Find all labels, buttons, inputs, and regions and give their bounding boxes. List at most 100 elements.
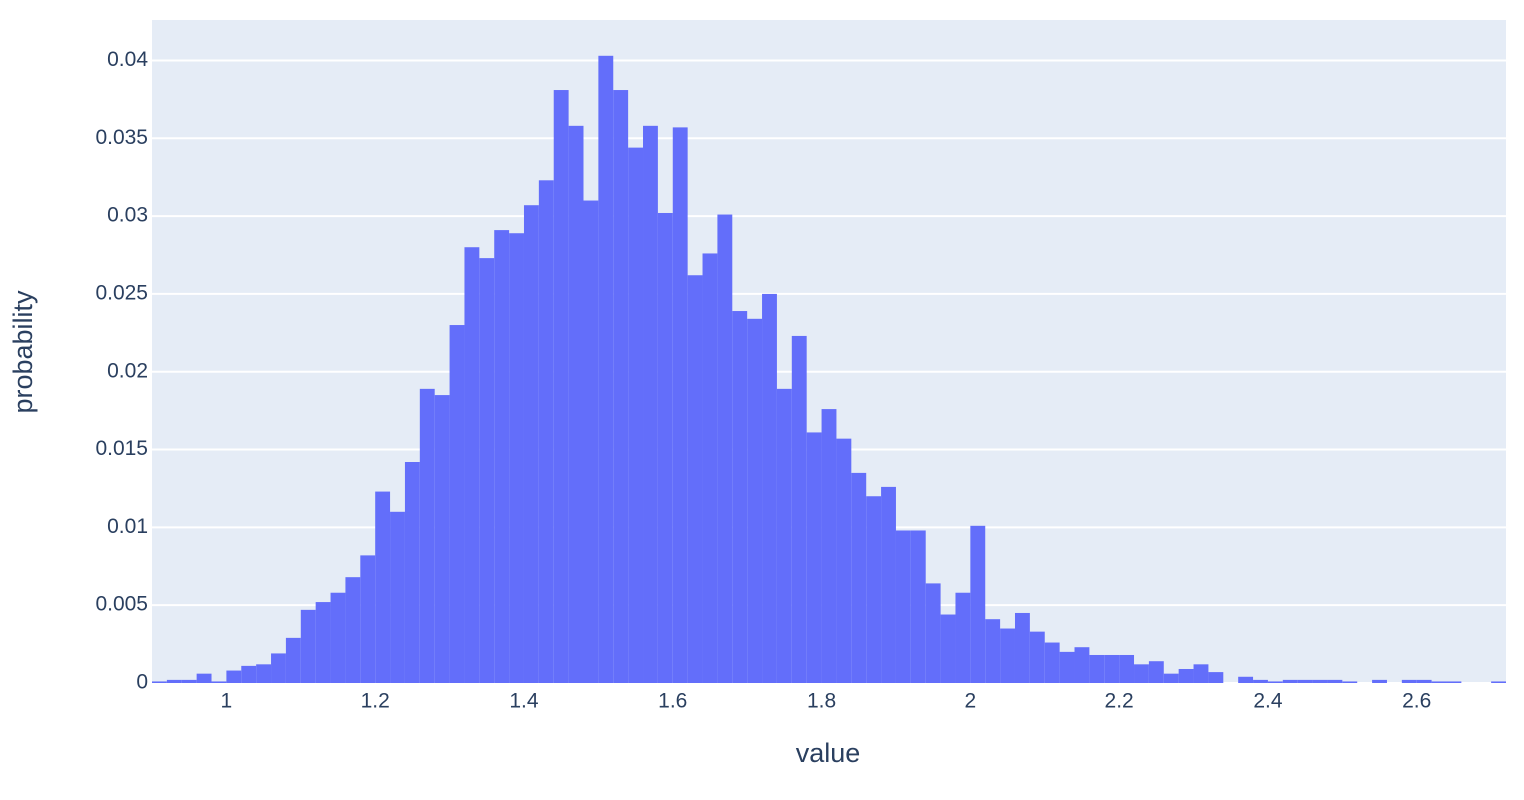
bar	[1253, 679, 1268, 683]
bar	[925, 583, 941, 683]
bar	[241, 665, 257, 683]
x-tick-label: 2	[965, 690, 977, 713]
bar	[702, 253, 718, 684]
bar	[419, 388, 435, 683]
bar	[1178, 668, 1194, 683]
bar	[1193, 664, 1209, 683]
bar	[583, 200, 599, 683]
y-tick-label: 0.01	[107, 515, 148, 538]
bar	[1148, 661, 1164, 683]
bar	[1044, 642, 1060, 683]
bar	[1014, 612, 1030, 683]
bar	[762, 293, 777, 683]
bar	[434, 395, 450, 683]
bar	[1238, 676, 1254, 683]
y-tick-label: 0.03	[107, 204, 148, 227]
x-tick-label: 1.2	[361, 690, 390, 713]
bar	[390, 511, 405, 683]
bar	[360, 555, 376, 683]
bar	[1282, 679, 1298, 683]
x-tick-label: 2.4	[1253, 690, 1283, 713]
y-axis-title: probability	[8, 290, 38, 414]
bar	[1000, 628, 1015, 683]
bar	[181, 679, 197, 683]
bar	[672, 127, 688, 683]
bar	[747, 318, 763, 683]
bar	[940, 614, 956, 683]
bar	[568, 125, 584, 683]
bar	[985, 619, 1001, 683]
bar	[1104, 654, 1120, 683]
bar	[196, 673, 212, 683]
bar	[806, 432, 822, 683]
y-tick-label: 0.035	[95, 126, 148, 149]
bar	[791, 335, 807, 683]
bar	[970, 525, 986, 683]
bar	[657, 212, 673, 684]
bar	[494, 230, 510, 683]
x-tick-label: 1	[221, 690, 233, 713]
bar	[166, 679, 182, 683]
bar	[1119, 654, 1135, 683]
bar	[271, 653, 286, 683]
bar	[449, 325, 465, 683]
bar	[315, 602, 331, 683]
bar	[464, 247, 480, 684]
bar	[910, 530, 926, 683]
bar	[1342, 681, 1358, 683]
bar	[643, 125, 658, 683]
y-tick-label: 0.02	[107, 359, 148, 382]
bar	[300, 609, 316, 683]
bar	[1491, 681, 1506, 683]
bar	[345, 577, 361, 683]
bar	[211, 681, 227, 683]
bar	[881, 486, 896, 683]
bar	[732, 311, 748, 683]
bar	[717, 214, 733, 684]
bar	[866, 496, 882, 683]
bar	[1312, 679, 1328, 683]
bar	[375, 491, 391, 683]
y-tick-label: 0.04	[107, 48, 148, 71]
bar	[836, 438, 852, 683]
bar	[1297, 679, 1313, 683]
y-tick-label: 0	[136, 671, 148, 694]
bar	[598, 55, 614, 683]
bar	[1134, 664, 1149, 683]
y-tick-label: 0.025	[95, 281, 148, 304]
bar	[523, 205, 539, 683]
bar	[895, 530, 911, 683]
bar	[776, 388, 792, 683]
bar	[1029, 631, 1045, 683]
y-tick-label: 0.005	[95, 593, 148, 616]
x-tick-label: 1.4	[509, 690, 539, 713]
bar	[821, 409, 837, 683]
bar	[1163, 673, 1179, 683]
bar	[285, 637, 301, 683]
bar	[404, 462, 420, 683]
bar	[687, 275, 703, 683]
bar	[1089, 654, 1105, 683]
bar	[509, 233, 524, 683]
bar	[256, 664, 272, 683]
bar	[1431, 681, 1447, 683]
bar	[1059, 651, 1075, 683]
y-tick-label: 0.015	[95, 437, 148, 460]
x-tick-label: 2.6	[1402, 690, 1431, 713]
bar	[152, 681, 167, 683]
bar	[955, 592, 971, 683]
bar	[1327, 679, 1343, 683]
bar	[628, 147, 644, 683]
bar	[1372, 679, 1387, 683]
bar	[1401, 679, 1417, 683]
bar	[538, 180, 554, 684]
bar	[1267, 681, 1283, 683]
bar	[613, 90, 629, 683]
bar	[1416, 679, 1432, 683]
bar	[1446, 681, 1462, 683]
bar	[330, 592, 346, 683]
bar	[1074, 647, 1090, 683]
bar	[226, 670, 242, 683]
x-tick-label: 1.8	[807, 690, 836, 713]
